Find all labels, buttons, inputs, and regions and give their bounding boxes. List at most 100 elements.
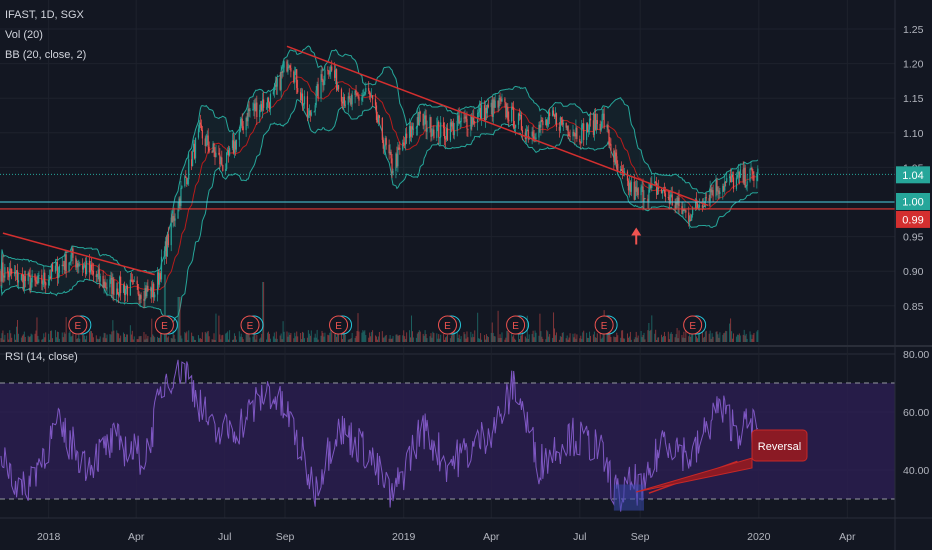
- candle-body[interactable]: [136, 280, 138, 285]
- candle-body[interactable]: [363, 94, 365, 96]
- candle-body[interactable]: [533, 136, 535, 140]
- candle-body[interactable]: [752, 171, 754, 175]
- candle-body[interactable]: [711, 190, 713, 193]
- candle-body[interactable]: [340, 89, 343, 102]
- candle-body[interactable]: [694, 199, 697, 208]
- candle-body[interactable]: [535, 137, 537, 140]
- candle-body[interactable]: [464, 116, 466, 118]
- candle-body[interactable]: [119, 276, 121, 296]
- candle-body[interactable]: [440, 122, 442, 138]
- candle-body[interactable]: [267, 98, 270, 103]
- candle-body[interactable]: [98, 269, 100, 282]
- candle-body[interactable]: [565, 122, 567, 128]
- candle-body[interactable]: [374, 99, 377, 106]
- candle-body[interactable]: [17, 280, 20, 283]
- candle-body[interactable]: [139, 295, 141, 300]
- candle-body[interactable]: [548, 112, 550, 121]
- candle-body[interactable]: [143, 298, 145, 301]
- candle-body[interactable]: [676, 202, 678, 205]
- candle-body[interactable]: [361, 97, 363, 101]
- candle-body[interactable]: [288, 65, 290, 67]
- candle-body[interactable]: [50, 264, 53, 279]
- candle-body[interactable]: [23, 276, 25, 289]
- candle-body[interactable]: [656, 182, 658, 195]
- candle-body[interactable]: [663, 187, 666, 194]
- candle-body[interactable]: [147, 285, 149, 292]
- candle-body[interactable]: [551, 110, 554, 117]
- candle-body[interactable]: [658, 187, 660, 189]
- candle-body[interactable]: [48, 280, 50, 286]
- candle-body[interactable]: [364, 91, 366, 95]
- candle-body[interactable]: [140, 295, 142, 299]
- candle-body[interactable]: [730, 173, 733, 183]
- candle-body[interactable]: [96, 273, 98, 278]
- candle-body[interactable]: [61, 264, 63, 267]
- candle-body[interactable]: [347, 96, 349, 105]
- candle-body[interactable]: [717, 190, 719, 192]
- candle-body[interactable]: [660, 188, 663, 194]
- candle-body[interactable]: [395, 153, 397, 171]
- candle-body[interactable]: [424, 115, 426, 119]
- candle-body[interactable]: [493, 99, 495, 108]
- candle-body[interactable]: [249, 109, 251, 112]
- candle-body[interactable]: [334, 70, 336, 78]
- candle-body[interactable]: [1, 262, 3, 282]
- candle-body[interactable]: [172, 215, 174, 223]
- candle-body[interactable]: [738, 171, 740, 178]
- candle-body[interactable]: [594, 113, 596, 130]
- candle-body[interactable]: [368, 88, 370, 91]
- candle-body[interactable]: [483, 105, 486, 122]
- candle-body[interactable]: [8, 272, 10, 278]
- candle-body[interactable]: [10, 268, 12, 270]
- candle-body[interactable]: [572, 132, 574, 137]
- candle-body[interactable]: [213, 143, 215, 152]
- candle-body[interactable]: [238, 131, 240, 140]
- candle-body[interactable]: [315, 90, 317, 106]
- candle-body[interactable]: [199, 122, 202, 125]
- candle-body[interactable]: [376, 119, 379, 122]
- candle-body[interactable]: [65, 254, 67, 272]
- candle-body[interactable]: [226, 152, 228, 170]
- candle-body[interactable]: [112, 279, 114, 294]
- candle-body[interactable]: [669, 195, 671, 204]
- candle-body[interactable]: [722, 185, 724, 192]
- candle-body[interactable]: [186, 177, 188, 185]
- candle-body[interactable]: [490, 102, 492, 108]
- rsi-legend[interactable]: RSI (14, close): [5, 351, 78, 363]
- candle-body[interactable]: [248, 108, 250, 112]
- candle-body[interactable]: [194, 137, 197, 159]
- candle-body[interactable]: [246, 117, 248, 122]
- candle-body[interactable]: [499, 97, 501, 100]
- candle-body[interactable]: [200, 124, 202, 130]
- candle-body[interactable]: [689, 219, 691, 222]
- candle-body[interactable]: [538, 124, 540, 138]
- candle-body[interactable]: [322, 80, 324, 86]
- candle-body[interactable]: [88, 260, 91, 273]
- candle-body[interactable]: [451, 122, 453, 127]
- candle-body[interactable]: [561, 119, 563, 125]
- candle-body[interactable]: [314, 105, 316, 112]
- candle-body[interactable]: [456, 120, 458, 131]
- candle-body[interactable]: [222, 165, 224, 171]
- candle-body[interactable]: [208, 146, 210, 152]
- candle-body[interactable]: [313, 111, 315, 113]
- candle-body[interactable]: [608, 129, 610, 144]
- candle-body[interactable]: [287, 66, 289, 72]
- candle-body[interactable]: [283, 61, 285, 68]
- candle-body[interactable]: [453, 130, 455, 136]
- candle-body[interactable]: [69, 262, 71, 264]
- rsi-highlight-box[interactable]: [613, 484, 645, 511]
- candle-body[interactable]: [392, 170, 394, 174]
- candle-body[interactable]: [562, 122, 564, 125]
- candle-body[interactable]: [253, 103, 255, 110]
- candle-body[interactable]: [402, 142, 404, 150]
- candle-body[interactable]: [616, 156, 618, 164]
- candle-body[interactable]: [390, 151, 392, 159]
- candle-body[interactable]: [362, 94, 364, 98]
- candle-body[interactable]: [187, 179, 189, 185]
- candle-body[interactable]: [231, 140, 234, 149]
- candle-body[interactable]: [117, 288, 119, 294]
- candle-body[interactable]: [609, 143, 611, 145]
- candle-body[interactable]: [627, 180, 630, 191]
- candle-body[interactable]: [388, 144, 390, 154]
